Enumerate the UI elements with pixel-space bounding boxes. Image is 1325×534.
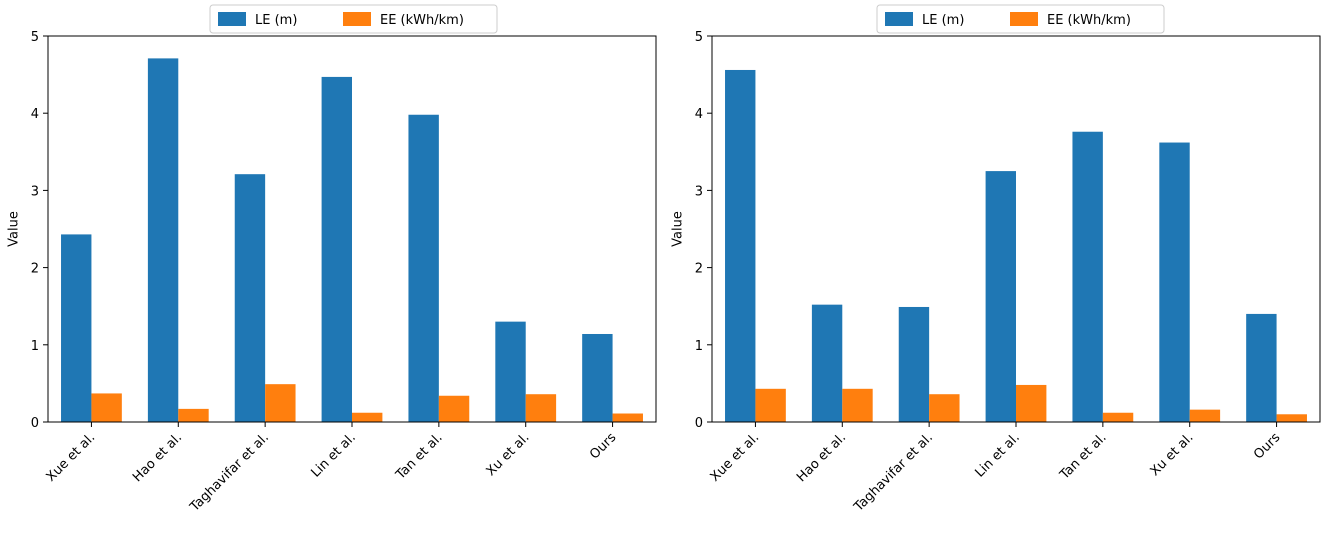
x-tick-label: Ours — [587, 430, 619, 462]
bar-ee-7 — [1276, 414, 1307, 422]
bar-le-1 — [61, 234, 92, 422]
bar-le-3 — [898, 306, 930, 422]
legend: LE (m) EE (kWh/km) — [876, 4, 1165, 34]
y-axis-label: Value — [7, 211, 22, 247]
bar-ee-4 — [1016, 384, 1047, 422]
bar-le-5 — [408, 114, 439, 422]
y-tick-label: 4 — [31, 107, 39, 122]
y-axis-label: Value — [671, 211, 686, 247]
legend-swatch-ee — [1010, 12, 1038, 26]
x-tick-label: Xue et al. — [708, 430, 763, 485]
bar-ee-7 — [612, 413, 643, 422]
y-tick-label: 2 — [695, 262, 703, 277]
bar-ee-5 — [438, 395, 470, 422]
x-tick-label: Hao et al. — [794, 430, 849, 485]
y-tick-label: 4 — [695, 107, 703, 122]
bar-ee-6 — [1189, 409, 1221, 422]
x-tick-label: Hao et al. — [130, 430, 185, 485]
y-tick-label: 2 — [31, 262, 39, 277]
legend-label-le: LE (m) — [922, 13, 964, 28]
bar-le-7 — [1246, 313, 1277, 422]
y-tick-label: 0 — [695, 416, 703, 431]
y-tick-label: 1 — [695, 339, 703, 354]
y-tick-label: 5 — [695, 30, 703, 45]
y-tick-label: 1 — [31, 339, 39, 354]
legend-label-ee: EE (kWh/km) — [380, 13, 464, 28]
bar-ee-5 — [1102, 412, 1134, 422]
legend-swatch-le — [218, 12, 246, 26]
legend-swatch-le — [885, 12, 913, 26]
bar-ee-3 — [265, 384, 296, 422]
bar-le-3 — [234, 174, 266, 422]
x-tick-label: Ours — [1251, 430, 1283, 462]
legend-swatch-ee — [343, 12, 371, 26]
x-tick-label: Lin et al. — [309, 430, 359, 480]
bar-ee-2 — [178, 408, 209, 422]
x-tick-label: Tan et al. — [1057, 430, 1110, 483]
bar-le-2 — [811, 304, 843, 422]
chart-panel-1: 0 1 2 3 4 5 Value Xue et al. Hao et al. Taghavifa… — [7, 4, 657, 515]
y-tick-label: 3 — [695, 184, 703, 199]
bar-le-2 — [147, 58, 179, 422]
bar-ee-2 — [842, 388, 873, 422]
bar-ee-1 — [91, 393, 122, 422]
y-tick-label: 3 — [31, 184, 39, 199]
y-tick-label: 5 — [31, 30, 39, 45]
x-tick-label: Xue et al. — [44, 430, 99, 485]
bar-ee-1 — [755, 388, 786, 422]
x-tick-label: Taghavifar et al. — [187, 430, 272, 515]
bar-le-6 — [1159, 142, 1190, 422]
bar-le-5 — [1072, 131, 1103, 422]
x-tick-label: Taghavifar et al. — [851, 430, 936, 515]
bar-le-4 — [321, 76, 352, 422]
x-tick-label: Xu et al. — [484, 430, 533, 479]
bar-le-4 — [985, 171, 1016, 422]
plot-frame — [711, 35, 1321, 423]
x-tick-label: Tan et al. — [393, 430, 446, 483]
legend: LE (m) EE (kWh/km) — [209, 4, 498, 34]
bar-le-6 — [495, 321, 526, 422]
bar-ee-4 — [352, 412, 383, 422]
y-tick-label: 0 — [31, 416, 39, 431]
legend-label-le: LE (m) — [255, 13, 297, 28]
bar-ee-3 — [929, 394, 960, 422]
bar-ee-6 — [525, 394, 557, 422]
x-tick-label: Xu et al. — [1148, 430, 1197, 479]
bar-le-7 — [582, 333, 613, 422]
x-tick-label: Lin et al. — [973, 430, 1023, 480]
plot-frame — [47, 35, 657, 423]
bar-le-1 — [725, 69, 756, 422]
legend-label-ee: EE (kWh/km) — [1047, 13, 1131, 28]
chart-panel-2: 0 1 2 3 4 5 Value Xue et al. Hao et al. Taghavifa… — [671, 4, 1321, 515]
